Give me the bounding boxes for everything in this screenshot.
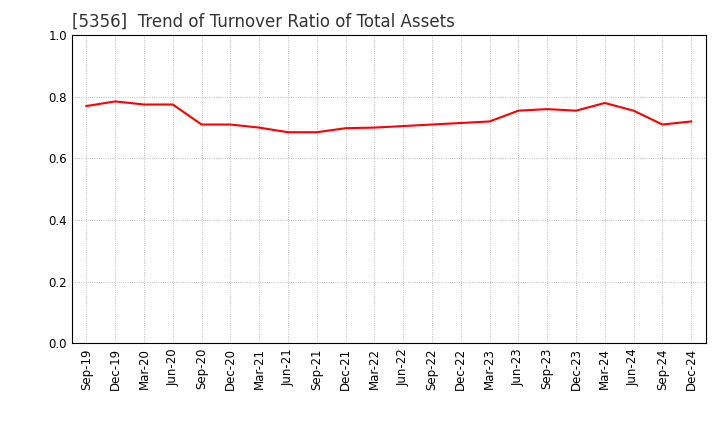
Text: [5356]  Trend of Turnover Ratio of Total Assets: [5356] Trend of Turnover Ratio of Total … bbox=[72, 13, 455, 31]
